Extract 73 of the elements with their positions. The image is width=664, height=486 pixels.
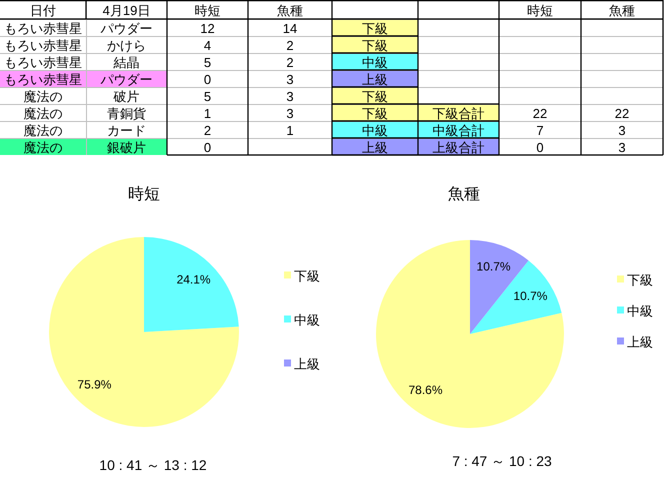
legend-label: 上級 (294, 356, 320, 372)
data-label: 75.9% (77, 377, 112, 392)
text: 結晶 (114, 55, 140, 70)
text: 5 (204, 55, 212, 70)
legend-label: 下級 (294, 268, 320, 284)
text: 3 (618, 123, 626, 138)
data-label: 10.7% (513, 288, 548, 303)
legend-label: 下級 (627, 272, 653, 288)
text: 魚種 (277, 3, 303, 18)
text: 3 (286, 89, 294, 104)
data-label: 78.6% (408, 382, 443, 397)
text: 上級合計 (432, 140, 484, 155)
text: 3 (286, 72, 294, 87)
text: 0 (204, 72, 212, 87)
text: 2 (286, 38, 294, 53)
text: もろい赤彗星 (4, 72, 82, 87)
text: 22 (532, 106, 548, 121)
text: 魔法の (24, 140, 62, 155)
text: 魔法の (24, 106, 62, 121)
text: 10 : 41 ～ 13 : 12 (99, 457, 207, 473)
data-label: 10.7% (476, 260, 511, 274)
text: 1 (286, 123, 294, 138)
legend-label: 中級 (627, 304, 653, 318)
text: 時短 (194, 3, 220, 18)
text: 7 : 47 ～ 10 : 23 (452, 453, 552, 469)
pie-slice (470, 260, 562, 334)
data-label: 24.1% (176, 272, 211, 287)
text: 7 (536, 123, 544, 138)
pie-slice (144, 237, 239, 332)
text: 中級 (362, 55, 388, 70)
chart-title: 時短 (128, 185, 160, 203)
text: 上級 (362, 140, 388, 155)
text: 下級合計 (432, 106, 484, 121)
chart-title: 魚種 (448, 186, 480, 203)
text: 22 (614, 106, 630, 121)
text: もろい赤彗星 (4, 21, 82, 36)
text: もろい赤彗星 (4, 38, 82, 53)
text: 2 (286, 55, 294, 70)
text: 上級 (362, 72, 388, 87)
text: 1 (204, 106, 212, 121)
text: パウダー (100, 21, 152, 36)
text: カード (107, 123, 146, 138)
text: 時短 (527, 3, 553, 18)
text: 魔法の (24, 89, 62, 104)
text: 2 (204, 123, 212, 138)
pie-slice (49, 237, 239, 427)
text: 破片 (114, 89, 140, 104)
text: かけら (107, 38, 146, 53)
text: 12 (200, 21, 215, 36)
text: 0 (204, 140, 212, 155)
text: 0 (536, 140, 544, 155)
text: もろい赤彗星 (4, 55, 82, 70)
pie-slice (376, 240, 564, 428)
text: 中級合計 (432, 123, 484, 138)
text: 5 (204, 89, 212, 104)
text: 下級 (362, 106, 388, 121)
text: 青銅貨 (107, 106, 146, 121)
text: パウダー (100, 72, 152, 87)
text: 4月19日 (102, 3, 150, 18)
text: 中級 (362, 123, 388, 138)
text: 下級 (362, 38, 388, 53)
text: 4 (204, 38, 212, 53)
text: 3 (618, 140, 626, 155)
text: 魚種 (609, 3, 635, 18)
text: 魔法の (24, 123, 62, 138)
text: 14 (282, 21, 298, 36)
text: 3 (286, 106, 294, 121)
text: 下級 (362, 89, 388, 104)
text: 銀破片 (107, 140, 146, 155)
text: 日付 (30, 3, 56, 18)
legend-label: 中級 (294, 312, 320, 328)
text: 下級 (362, 21, 388, 36)
legend-label: 上級 (627, 334, 653, 350)
